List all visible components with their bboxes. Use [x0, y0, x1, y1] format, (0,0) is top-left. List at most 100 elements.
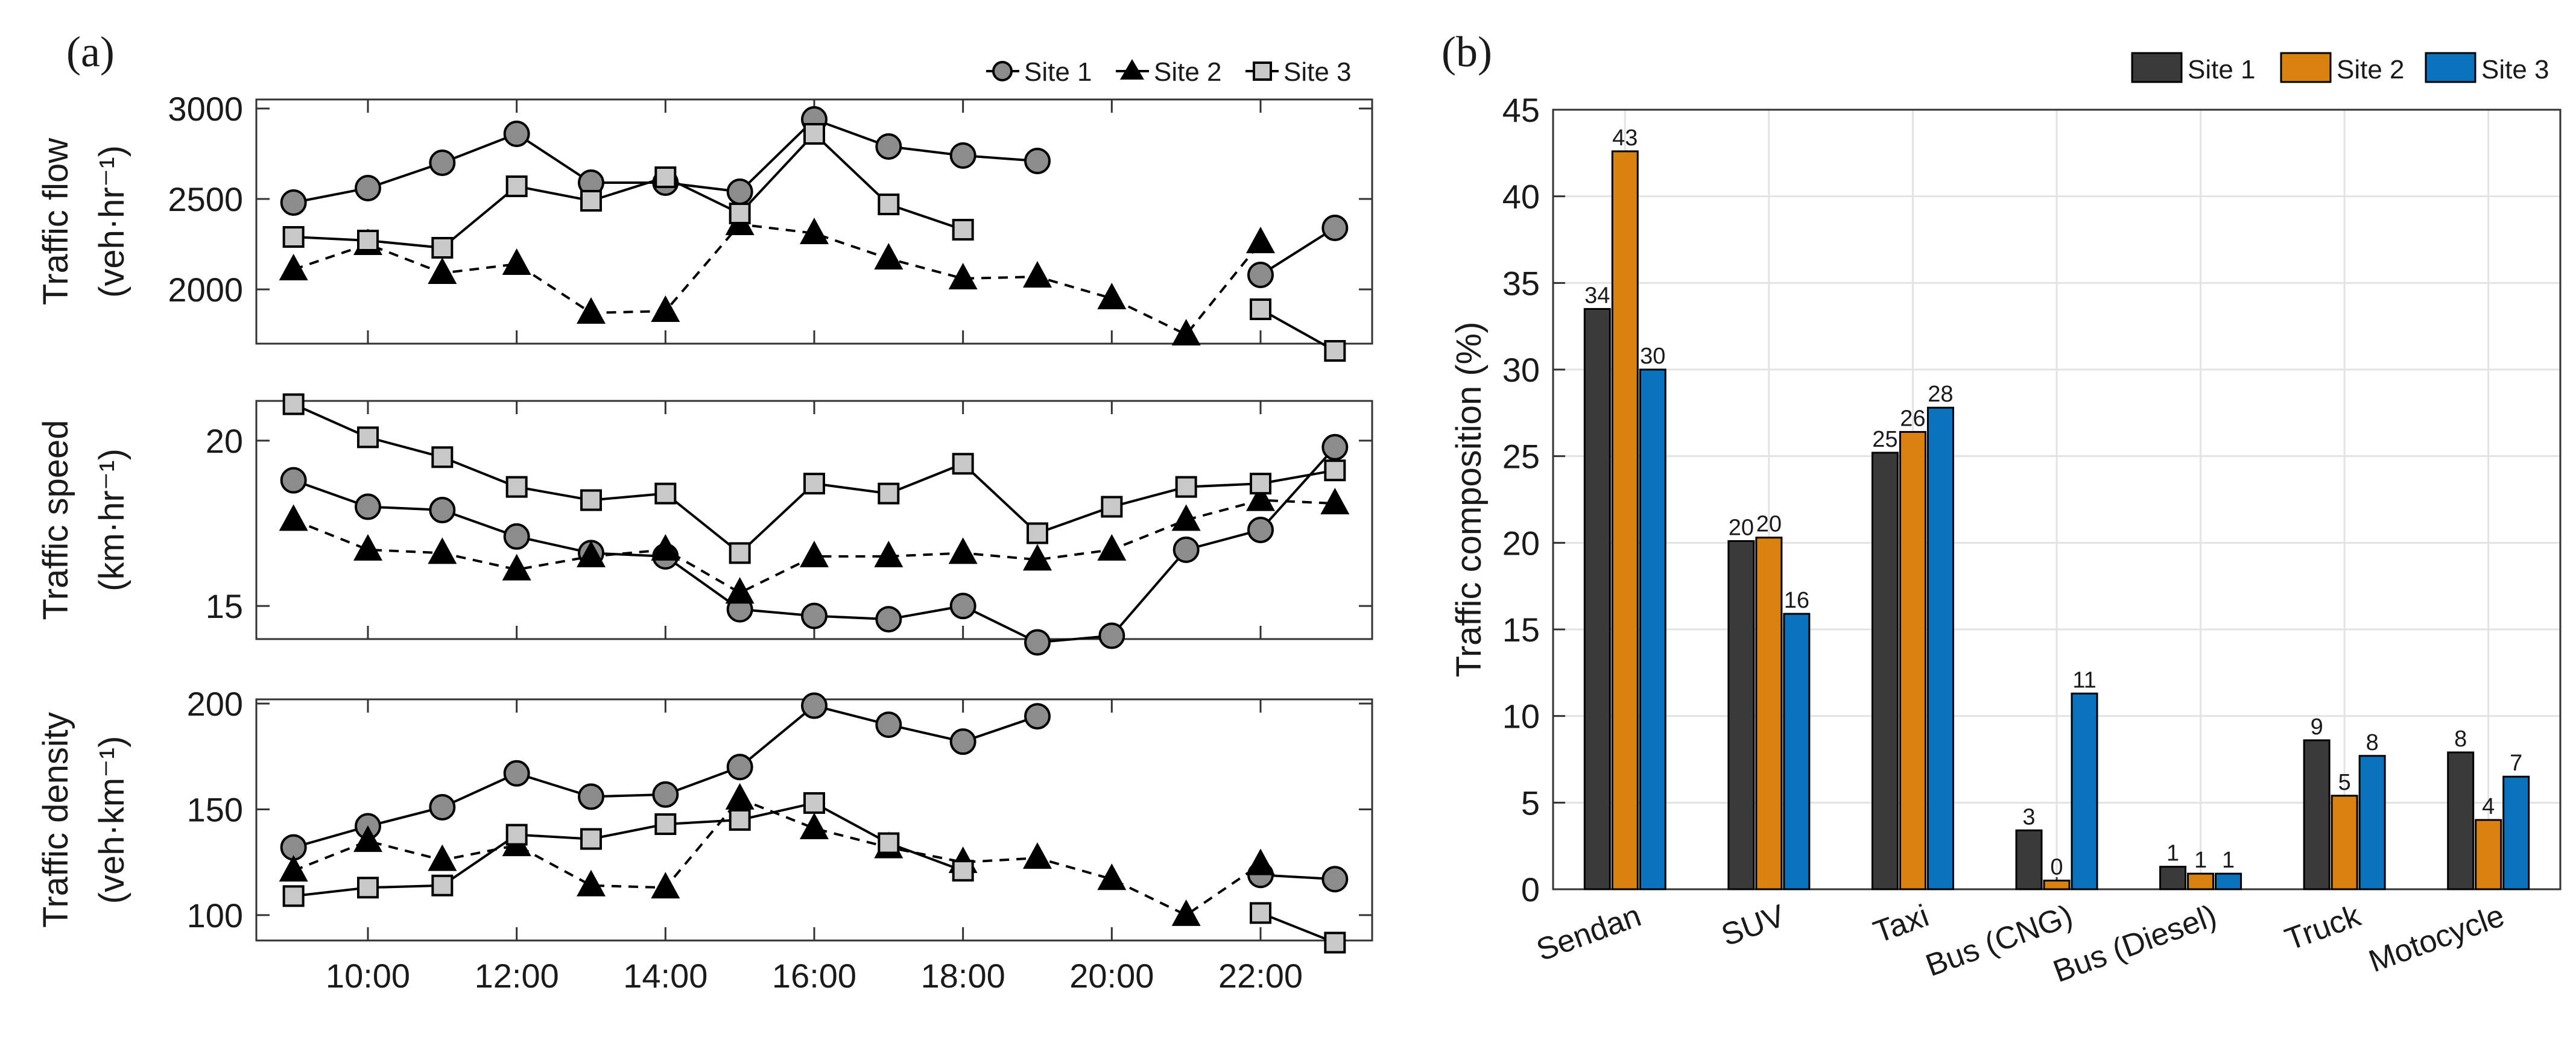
panel-b-bar-site-2-sendan [1611, 150, 1639, 890]
panel-a-traffic-speed-site-3-point-22h [1250, 473, 1271, 495]
panel-b-ylabel: Traffic composition (%) [1449, 322, 1489, 678]
panel-a-traffic-density-site-3-line-1 [1260, 912, 1336, 944]
panel-a-traffic-density-site-1-point-18h [949, 728, 976, 755]
panel-a-traffic-flow-site-3-point-23h [1324, 340, 1346, 362]
panel-b-xtick-label-truck: Truck [2280, 898, 2366, 957]
panel-a-traffic-density-site-2-point-14h [651, 872, 680, 899]
panel-b-bar-site-2-suv [1755, 537, 1783, 890]
panel-a-traffic-density-site-3-point-9h [282, 885, 305, 907]
panel-b-category-truck: Truck 9 58 [2280, 714, 2386, 957]
panel-b-bar-label-site-1-truck: 9 [2311, 714, 2323, 740]
legend-label-site3-b: Site 3 [2481, 55, 2549, 84]
panel-a-traffic-flow-site-3-line-0 [293, 132, 964, 250]
panel-b-ytick-label-30: 30 [1502, 351, 1540, 389]
panel-a-traffic-flow-site-3-point-22h [1250, 298, 1271, 320]
panel-b-bar-site-2-bus-cng [2043, 880, 2071, 890]
panel-a-traffic-speed-site-2-point-10h [353, 534, 382, 561]
legend-site2-swatch-b [2280, 52, 2332, 83]
panel-b-xtick-label-suv: SUV [1717, 898, 1790, 953]
panel-a-traffic-density-site-2-point-15h [725, 783, 755, 810]
panel-a-traffic-density-site-2-point-21h [1171, 899, 1201, 926]
panel-a-traffic-speed-site-1-point-23h [1321, 433, 1349, 461]
panel-a-traffic-density-site-3-point-12h [505, 824, 528, 846]
panel-b-bar-site-2-bus-diesel [2187, 872, 2215, 890]
panel-a-traffic-flow-site-2-point-22h [1246, 227, 1275, 253]
panel-a-traffic-density-xtick-label-10-00: 10:00 [326, 957, 410, 995]
panel-a-traffic-density-ytick-label-100: 100 [187, 896, 243, 934]
panel-a-traffic-speed-site-2-point-18h [948, 537, 978, 564]
panel-a-traffic-flow-site-2-point-18h [948, 263, 978, 289]
panel-a-traffic-speed-ytick-label-15: 15 [206, 587, 243, 625]
panel-b-bar-site-2-motocycle [2475, 819, 2502, 890]
panel-b-bar-label-site-2-taxi: 26 [1900, 406, 1925, 431]
panel-b-bar-label-site-2-bus-cng: 0 [2050, 855, 2063, 880]
panel-a-traffic-density-xtick-label-18-00: 18:00 [921, 957, 1005, 995]
panel-a-traffic-density-site-3-point-23h [1324, 931, 1346, 954]
panel-a-traffic-flow-site-3-point-14h [654, 166, 677, 188]
panel-a-traffic-speed-site-3-point-10h [357, 426, 379, 449]
panel-a-traffic-speed-site-2-point-23h [1320, 488, 1350, 515]
panel-b-ytick-label-45: 45 [1502, 91, 1540, 129]
panel-a-traffic-speed-site-3-point-16h [803, 473, 825, 495]
panel-b-bar-label-site-3-bus-cng: 11 [2072, 667, 2096, 693]
panel-a-traffic-flow-site-3-point-17h [878, 194, 900, 215]
panel-a-traffic-density-site-2-point-19h [1023, 842, 1052, 869]
panel-a-traffic-density-xtick-label-22-00: 22:00 [1218, 957, 1303, 995]
panel-a-traffic-flow-site-2-point-13h [577, 297, 606, 324]
panel-a-traffic-density-ylabel-unit: (veh·km⁻¹) [92, 736, 131, 904]
panel-b-bar-label-site-1-bus-diesel: 1 [2166, 841, 2179, 866]
panel-b-bar-label-site-3-motocycle: 7 [2510, 751, 2522, 776]
panel-a-traffic-flow-ylabel-unit: (veh·hr⁻¹) [92, 145, 131, 298]
legend-site3-swatch-b [2425, 52, 2476, 83]
panel-a-traffic-density-site-3-point-11h [431, 874, 454, 896]
panel-b-xtick-label-sendan: Sendan [1532, 898, 1645, 968]
panel-a-traffic-speed-site-3-point-19h [1027, 522, 1048, 544]
panel-a-traffic-density-xtick-label-14-00: 14:00 [623, 957, 707, 995]
panel-b-ytick-label-15: 15 [1502, 611, 1540, 649]
panel-a-traffic-speed-site-3-point-21h [1175, 476, 1197, 498]
panel-a-traffic-density-site-1-point-14h [652, 781, 679, 808]
panel-a-traffic-speed-site-1-point-18h [949, 593, 976, 620]
panel-a-traffic-speed-site-3-point-12h [505, 476, 528, 498]
panel-a-traffic-flow-site-1-point-9h [280, 189, 307, 216]
panel-b-bar-site-1-sendan [1583, 307, 1611, 890]
panel-b-bar-site-1-suv [1727, 540, 1755, 890]
panel-a-traffic-flow-site-1-point-19h [1024, 148, 1051, 174]
panel-a-traffic-speed-series-site-1 [280, 433, 1349, 656]
panel-a-traffic-density-site-3-point-16h [803, 792, 825, 814]
panel-a-traffic-speed-site-3-point-23h [1324, 459, 1346, 482]
panel-a-traffic-speed-site-2-point-13h [577, 540, 606, 567]
panel-a-traffic-density-xtick-label-20-00: 20:00 [1069, 957, 1154, 995]
panel-a-traffic-flow-site-3-point-18h [952, 219, 974, 241]
panel-b-bar-label-site-3-suv: 16 [1784, 588, 1809, 613]
panel-a-traffic-speed-site-2-point-14h [651, 534, 680, 561]
legend-panel-b: Site 1 Site 2 Site 3 [2131, 52, 2549, 84]
panel-a-traffic-speed-site-3-point-11h [431, 446, 454, 468]
panel-b-category-sendan: Sendan 34 43 30 [1532, 125, 1666, 968]
legend-label-site1-a: Site 1 [1024, 57, 1092, 87]
panel-b-bar-site-3-truck [2358, 755, 2386, 890]
panel-a-traffic-flow-site-3-point-9h [282, 226, 305, 248]
panel-a-charts: 2000 2500 3000 Traffic flow (veh·hr⁻¹) 15 20 Tr… [36, 90, 1373, 995]
panel-a-traffic-speed-series-site-3 [282, 393, 1346, 564]
panel-b-xtick-label-bus-diesel: Bus (Diesel) [2049, 898, 2221, 989]
panel-b-bar-label-site-2-motocycle: 4 [2482, 794, 2495, 819]
panel-b-bar-label-site-2-bus-diesel: 1 [2194, 848, 2207, 873]
panel-a-traffic-flow-site-3-point-15h [729, 203, 751, 224]
panel-a-traffic-flow-site-1-point-18h [949, 142, 976, 169]
panel-a-traffic-speed-site-2-point-11h [428, 537, 457, 564]
panel-b-bar-site-1-bus-diesel [2159, 866, 2187, 890]
panel-a-label: (a) [66, 28, 115, 76]
panel-a-traffic-flow-series-site-2 [279, 209, 1275, 345]
panel-b-bar-label-site-2-suv: 20 [1756, 512, 1782, 537]
panel-a-traffic-density-site-2-point-22h [1246, 848, 1275, 875]
panel-a-traffic-speed-site-2-point-19h [1023, 544, 1052, 571]
panel-a-traffic-speed-site-3-point-20h [1101, 496, 1123, 518]
panel-b-bar-label-site-3-bus-diesel: 1 [2222, 848, 2235, 873]
panel-a-traffic-flow: 2000 2500 3000 Traffic flow (veh·hr⁻¹) [36, 90, 1373, 362]
legend-site3-marker-a [1253, 61, 1272, 81]
panel-a-traffic-speed-site-1-point-9h [280, 467, 307, 494]
panel-a-traffic-speed-site-1-point-21h [1172, 536, 1200, 563]
